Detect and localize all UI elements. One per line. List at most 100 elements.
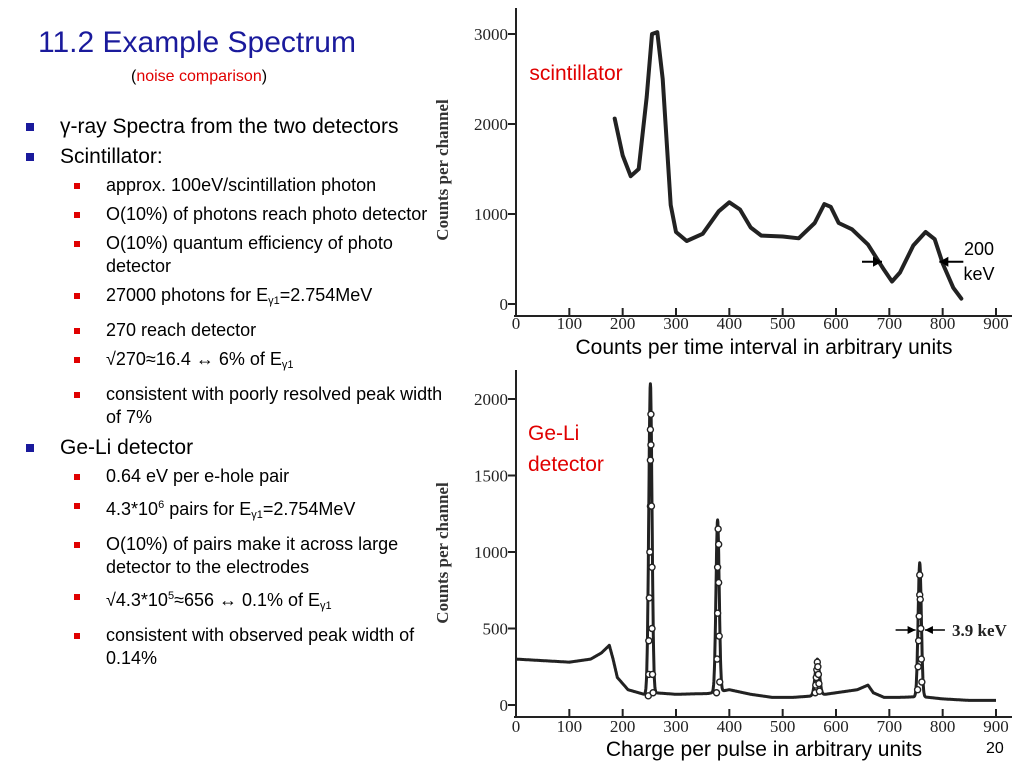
bullet-text: √270≈16.4 ↔ 6% of E bbox=[106, 349, 282, 369]
series-label: scintillator bbox=[529, 62, 622, 85]
y-tick-label: 1000 bbox=[474, 205, 508, 224]
sub-bullet-item: O(10%) quantum efficiency of photo detec… bbox=[18, 232, 448, 278]
annotation-label: keV bbox=[963, 264, 994, 284]
data-point-marker bbox=[814, 670, 823, 679]
sub-bullet-marker-icon bbox=[74, 183, 80, 189]
subtitle-text: noise comparison bbox=[136, 68, 262, 85]
data-point-marker bbox=[714, 540, 723, 549]
data-point-marker bbox=[645, 594, 654, 602]
x-tick-label: 200 bbox=[610, 314, 636, 333]
data-point-marker bbox=[647, 502, 656, 510]
bullet-text: γ1 bbox=[251, 509, 263, 521]
data-point-marker bbox=[646, 548, 654, 556]
sub-bullet-marker-icon bbox=[74, 392, 80, 398]
x-tick-label: 900 bbox=[983, 717, 1009, 736]
x-axis-label: Counts per time interval in arbitrary un… bbox=[576, 336, 953, 359]
bullet-marker-icon bbox=[26, 444, 34, 452]
bullet-text: 270 reach detector bbox=[106, 320, 257, 340]
x-tick-label: 500 bbox=[770, 314, 796, 333]
data-point-marker bbox=[646, 425, 655, 434]
y-tick-label: 1000 bbox=[474, 543, 508, 562]
sub-bullet-marker-icon bbox=[74, 503, 80, 509]
sub-bullet-item: approx. 100eV/scintillation photon bbox=[18, 174, 448, 197]
data-point-marker bbox=[648, 670, 657, 679]
sub-bullet-item: 4.3*106 pairs for Eγ1=2.754MeV bbox=[18, 494, 448, 527]
bullet-text: γ1 bbox=[268, 295, 280, 307]
data-point-marker bbox=[645, 637, 653, 645]
bullet-text: 6 bbox=[158, 499, 165, 511]
data-point-marker bbox=[649, 689, 657, 697]
y-tick-label: 0 bbox=[500, 696, 509, 715]
sub-bullet-item: O(10%) of pairs make it across large det… bbox=[18, 533, 448, 579]
data-point-marker bbox=[918, 678, 926, 686]
sub-bullet-marker-icon bbox=[74, 594, 80, 600]
bullet-text: γ1 bbox=[281, 359, 294, 371]
x-tick-label: 700 bbox=[877, 314, 903, 333]
x-tick-label: 0 bbox=[512, 314, 521, 333]
bullet-text: 4.3*10 bbox=[106, 499, 159, 519]
x-tick-label: 400 bbox=[717, 717, 743, 736]
bullet-text: γ-ray Spectra from the two detectors bbox=[60, 115, 399, 138]
data-point-marker bbox=[712, 689, 721, 697]
bullet-marker-icon bbox=[26, 153, 34, 161]
bullet-text: √4.3*10 bbox=[106, 590, 168, 610]
data-point-marker bbox=[714, 578, 723, 587]
arrow-head-icon bbox=[873, 256, 882, 267]
data-point-marker bbox=[815, 679, 823, 688]
bullet-text: O(10%) of photons reach photo detector bbox=[106, 204, 428, 224]
x-tick-label: 100 bbox=[557, 717, 583, 736]
sub-bullet-item: 27000 photons for Eγ1=2.754MeV bbox=[18, 284, 448, 313]
data-point-marker bbox=[814, 663, 822, 671]
arrow-head-icon bbox=[907, 626, 916, 635]
data-point-marker bbox=[647, 410, 655, 418]
bullet-text: O(10%) of pairs make it across large det… bbox=[106, 534, 399, 577]
data-point-marker bbox=[713, 609, 722, 617]
data-point-marker bbox=[715, 632, 723, 640]
bullet-text: consistent with poorly resolved peak wid… bbox=[106, 384, 443, 427]
sub-bullet-marker-icon bbox=[74, 212, 80, 218]
data-point-marker bbox=[815, 687, 824, 695]
data-point-marker bbox=[713, 655, 721, 663]
arrow-head-icon bbox=[939, 256, 949, 267]
sub-bullet-item: 0.64 eV per e-hole pair bbox=[18, 465, 448, 488]
data-point-marker bbox=[648, 563, 656, 571]
page-number: 20 bbox=[986, 740, 1004, 757]
bullet-marker-icon bbox=[26, 123, 34, 131]
bullet-text: Ge-Li detector bbox=[60, 436, 194, 459]
data-point-marker bbox=[917, 624, 925, 633]
bullet-item: Scintillator: bbox=[18, 144, 448, 170]
bullet-item: Ge-Li detector bbox=[18, 435, 448, 461]
sub-bullet-marker-icon bbox=[74, 241, 80, 247]
bullet-text: pairs for E bbox=[164, 499, 252, 519]
sub-bullet-item: √270≈16.4 ↔ 6% of Eγ1 bbox=[18, 348, 448, 377]
bullet-item: γ-ray Spectra from the two detectors bbox=[18, 114, 448, 140]
sub-bullet-marker-icon bbox=[74, 328, 80, 334]
data-point-marker bbox=[916, 571, 924, 579]
series-line-geli bbox=[514, 382, 998, 702]
data-point-marker bbox=[647, 441, 655, 449]
subtitle-paren-close: ) bbox=[261, 68, 268, 85]
sub-bullet-marker-icon bbox=[74, 293, 80, 299]
data-point-marker bbox=[648, 624, 656, 633]
x-tick-label: 900 bbox=[983, 314, 1009, 333]
y-axis-label: Counts per channel bbox=[433, 99, 452, 241]
sub-bullet-marker-icon bbox=[74, 357, 80, 363]
data-point-marker bbox=[917, 655, 926, 663]
data-point-marker bbox=[916, 595, 924, 604]
x-tick-label: 100 bbox=[557, 314, 583, 333]
sub-bullet-item: consistent with observed peak width of 0… bbox=[18, 624, 448, 670]
x-tick-label: 800 bbox=[930, 314, 956, 333]
bullet-list: γ-ray Spectra from the two detectors Scin… bbox=[18, 114, 448, 676]
y-tick-label: 2000 bbox=[474, 390, 508, 409]
y-tick-label: 2000 bbox=[474, 115, 508, 134]
bullet-text: ≈656 ↔ 0.1% of E bbox=[174, 590, 321, 610]
data-point-marker bbox=[716, 678, 724, 686]
bullet-text: 27000 photons for E bbox=[106, 285, 269, 305]
bullet-text: approx. 100eV/scintillation photon bbox=[106, 175, 377, 195]
x-tick-label: 500 bbox=[770, 717, 796, 736]
x-tick-label: 800 bbox=[930, 717, 956, 736]
sub-bullet-marker-icon bbox=[74, 633, 80, 639]
y-tick-label: 1500 bbox=[474, 467, 508, 486]
page-title: 11.2 Example Spectrum bbox=[38, 26, 356, 59]
sub-bullet-marker-icon bbox=[74, 474, 80, 480]
